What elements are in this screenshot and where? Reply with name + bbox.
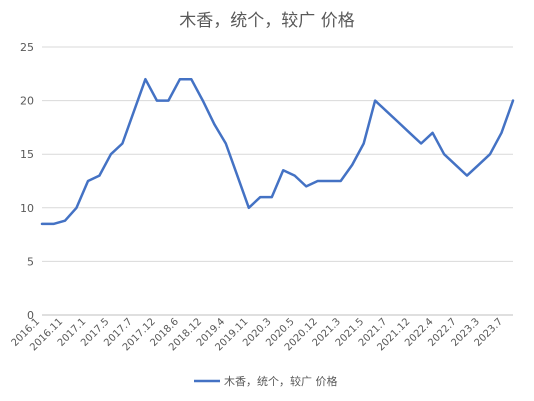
series-line: [40, 77, 515, 226]
y-tick-label: 25: [20, 41, 34, 54]
chart-title: 木香，统个，较广 价格: [179, 11, 355, 31]
y-tick-label: 15: [20, 148, 34, 161]
y-tick-label: 10: [20, 202, 34, 215]
y-tick-label: 5: [27, 255, 34, 268]
y-tick-label: 20: [20, 95, 34, 108]
legend-label: 木香，统个，较广 价格: [224, 374, 338, 388]
y-tick-label: 0: [27, 309, 34, 322]
